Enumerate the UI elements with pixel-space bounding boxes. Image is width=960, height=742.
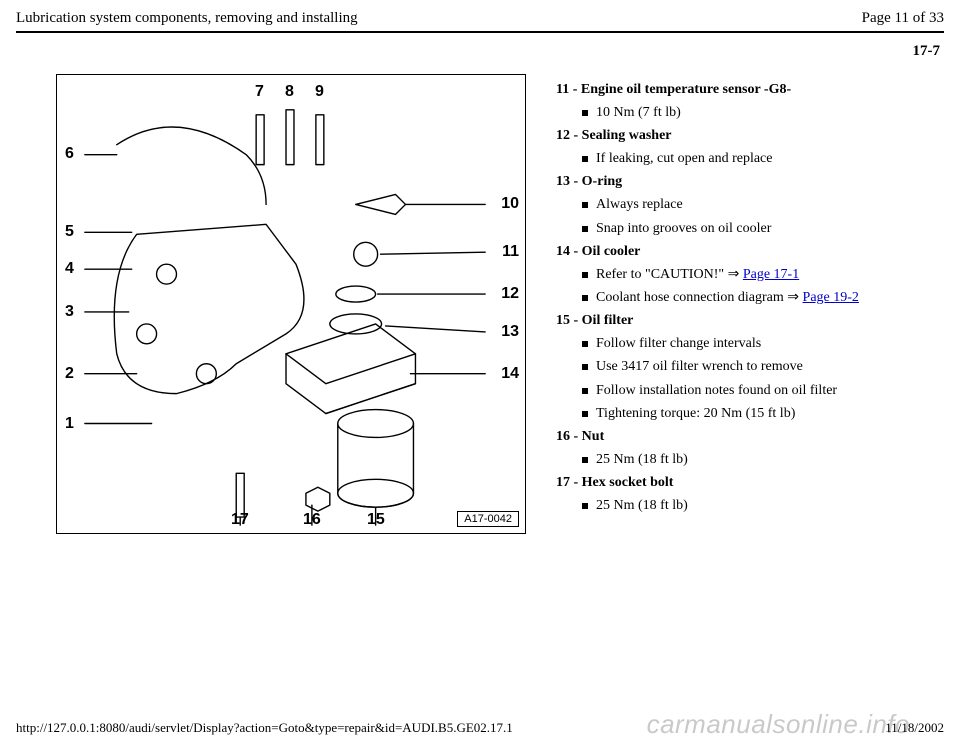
item-16-head: 16 - Nut [556,429,944,445]
header-row: Lubrication system components, removing … [16,10,944,27]
item-17-title: Hex socket bolt [582,475,674,490]
item-12-title: Sealing washer [582,128,672,143]
diagram-svg [57,75,525,533]
callout-13: 13 [501,323,519,341]
list-item: 25 Nm (18 ft lb) [582,451,944,469]
diagram-id-badge: A17-0042 [457,511,519,527]
item-16-title: Nut [582,429,605,444]
callout-1: 1 [65,415,74,433]
callout-14: 14 [501,365,519,383]
item-17-num: 17 - [556,475,582,490]
callout-16: 16 [303,511,321,529]
bullet-text: Refer to "CAUTION!" [596,267,728,282]
callout-17: 17 [231,511,249,529]
callout-4: 4 [65,260,74,278]
page-counter: Page 11 of 33 [862,10,944,27]
item-14-bullets: Refer to "CAUTION!" ⇒ Page 17-1 Coolant … [582,266,944,307]
item-11-num: 11 - [556,82,581,97]
item-15-num: 15 - [556,313,582,328]
list-item: 10 Nm (7 ft lb) [582,104,944,122]
item-11-title: Engine oil temperature sensor -G8- [581,82,791,97]
item-13-title: O-ring [582,174,622,189]
item-11-head: 11 - Engine oil temperature sensor -G8- [556,82,944,98]
footer-url: http://127.0.0.1:8080/audi/servlet/Displ… [16,720,513,736]
callout-8: 8 [285,83,294,101]
list-item: If leaking, cut open and replace [582,150,944,168]
item-13-num: 13 - [556,174,582,189]
callout-5: 5 [65,223,74,241]
item-14-num: 14 - [556,244,582,259]
item-11-bullets: 10 Nm (7 ft lb) [582,104,944,122]
page-link[interactable]: Page 19-2 [803,290,859,305]
exploded-diagram: 7 8 9 10 11 12 13 14 6 5 4 3 2 1 17 16 1… [56,74,526,534]
item-12-head: 12 - Sealing washer [556,128,944,144]
callout-3: 3 [65,303,74,321]
footer: http://127.0.0.1:8080/audi/servlet/Displ… [16,720,944,736]
callout-7: 7 [255,83,264,101]
list-item: Refer to "CAUTION!" ⇒ Page 17-1 [582,266,944,284]
list-item: Tightening torque: 20 Nm (15 ft lb) [582,405,944,423]
item-15-bullets: Follow filter change intervals Use 3417 … [582,335,944,423]
callout-11: 11 [502,243,519,261]
item-15-head: 15 - Oil filter [556,313,944,329]
page: Lubrication system components, removing … [0,0,960,742]
arrow-icon: ⇒ [728,267,740,282]
content-row: 7 8 9 10 11 12 13 14 6 5 4 3 2 1 17 16 1… [16,74,944,534]
footer-date: 11/18/2002 [885,720,944,736]
callout-9: 9 [315,83,324,101]
page-title: Lubrication system components, removing … [16,10,358,27]
item-13-head: 13 - O-ring [556,174,944,190]
arrow-icon: ⇒ [787,290,799,305]
item-17-bullets: 25 Nm (18 ft lb) [582,497,944,515]
list-item: Always replace [582,196,944,214]
callout-2: 2 [65,365,74,383]
bullet-text: Coolant hose connection diagram [596,290,787,305]
list-item: Snap into grooves on oil cooler [582,220,944,238]
callout-15: 15 [367,511,385,529]
list-item: Use 3417 oil filter wrench to remove [582,358,944,376]
item-16-bullets: 25 Nm (18 ft lb) [582,451,944,469]
list-item: 25 Nm (18 ft lb) [582,497,944,515]
item-13-bullets: Always replace Snap into grooves on oil … [582,196,944,237]
item-16-num: 16 - [556,429,582,444]
section-number: 17-7 [16,43,940,60]
list-item: Follow filter change intervals [582,335,944,353]
item-14-head: 14 - Oil cooler [556,244,944,260]
callout-6: 6 [65,145,74,163]
item-15-title: Oil filter [582,313,634,328]
item-12-bullets: If leaking, cut open and replace [582,150,944,168]
callout-12: 12 [501,285,519,303]
page-link[interactable]: Page 17-1 [743,267,799,282]
item-17-head: 17 - Hex socket bolt [556,475,944,491]
callout-10: 10 [501,195,519,213]
header-divider [16,31,944,33]
list-item: Coolant hose connection diagram ⇒ Page 1… [582,289,944,307]
item-14-title: Oil cooler [582,244,641,259]
item-12-num: 12 - [556,128,582,143]
component-list: 11 - Engine oil temperature sensor -G8- … [550,74,944,534]
list-item: Follow installation notes found on oil f… [582,382,944,400]
